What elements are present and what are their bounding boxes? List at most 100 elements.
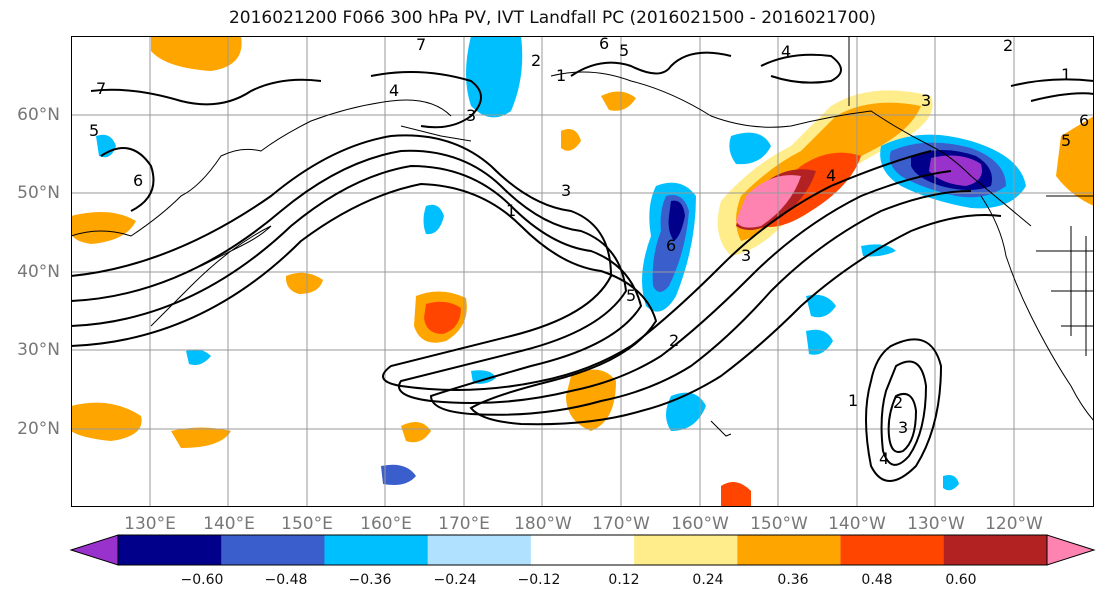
lon-label: 170°E bbox=[438, 514, 490, 534]
contour-label: 1 bbox=[848, 391, 858, 410]
contour-5 bbox=[90, 78, 322, 106]
lat-label: 30°N bbox=[17, 340, 60, 360]
colorbar-tick: −0.36 bbox=[348, 572, 392, 588]
shaded-anomalies bbox=[71, 36, 1094, 507]
colorbar-swatch bbox=[943, 535, 1048, 565]
contour-label: 6 bbox=[133, 171, 143, 190]
contour-label: 3 bbox=[741, 246, 751, 265]
contour-label: 1 bbox=[506, 201, 516, 220]
neg-anomaly-small4 bbox=[423, 204, 444, 235]
neg-anomaly-small3 bbox=[666, 392, 706, 431]
map-svg: 7 6 5 4 3 2 1 7 6 5 4 3 2 1 6 5 4 3 2 1 … bbox=[71, 36, 1094, 507]
contour-label: 2 bbox=[893, 393, 903, 412]
pos-anomaly-e bbox=[1056, 116, 1094, 206]
contour-label: 3 bbox=[466, 106, 476, 125]
colorbar-tick: 0.12 bbox=[608, 572, 640, 588]
contour-1 bbox=[71, 134, 932, 391]
pos-anomaly-pink bbox=[736, 175, 801, 228]
contour-7 bbox=[570, 51, 732, 77]
colorbar-swatch bbox=[530, 535, 635, 565]
pos-anomaly-small3 bbox=[561, 128, 581, 151]
neg-anomaly-small6 bbox=[381, 464, 416, 485]
colorbar-extend-right bbox=[1046, 534, 1096, 566]
pos-anomaly-west bbox=[71, 402, 142, 441]
colorbar-frame bbox=[117, 534, 1048, 566]
cutoff-low-mid bbox=[880, 360, 928, 466]
contour-8 bbox=[760, 53, 842, 84]
height-contours bbox=[71, 51, 1094, 482]
lon-label: 130°E bbox=[124, 514, 176, 534]
contour-label: 3 bbox=[898, 418, 908, 437]
colorbar-tick: 0.24 bbox=[692, 572, 724, 588]
lat-label: 40°N bbox=[17, 262, 60, 282]
us-states2 bbox=[1070, 226, 1087, 356]
contour-11 bbox=[100, 147, 155, 212]
contour-label: 5 bbox=[1061, 131, 1071, 150]
asia-coast bbox=[71, 99, 452, 237]
lon-label: 150°E bbox=[281, 514, 333, 534]
contour-label: 7 bbox=[416, 36, 426, 54]
colorbar-swatch bbox=[118, 535, 222, 565]
contour-label: 5 bbox=[626, 286, 636, 305]
pos-anomaly-small4 bbox=[171, 427, 231, 448]
colorbar-swatch bbox=[737, 535, 842, 565]
lon-label: 160°E bbox=[360, 514, 412, 534]
colorbar-tick: −0.60 bbox=[180, 572, 224, 588]
hawaii bbox=[710, 420, 732, 437]
colorbar-swatches bbox=[118, 535, 1048, 565]
colorbar-swatch bbox=[840, 535, 945, 565]
aleutian bbox=[400, 125, 472, 142]
lat-label: 20°N bbox=[17, 419, 60, 439]
colorbar-swatch bbox=[634, 535, 738, 565]
colorbar-swatch bbox=[221, 535, 325, 565]
contour-label: 6 bbox=[1079, 111, 1089, 130]
colorbar-tick: −0.48 bbox=[264, 572, 308, 588]
lon-label: 140°W bbox=[828, 514, 886, 534]
contour-4 bbox=[71, 182, 1002, 426]
contour-2 bbox=[71, 149, 952, 404]
pos-anomaly-small1 bbox=[285, 272, 323, 294]
pos-anomaly-small5 bbox=[721, 482, 751, 507]
cutoff-low-outer bbox=[865, 338, 943, 482]
neg-anomaly-small11 bbox=[471, 370, 496, 384]
contour-label: 2 bbox=[669, 331, 679, 350]
colorbar-tick: 0.60 bbox=[945, 572, 977, 588]
contour-label: 4 bbox=[781, 42, 791, 61]
map-title: 2016021200 F066 300 hPa PV, IVT Landfall… bbox=[228, 8, 876, 28]
contour-label: 7 bbox=[96, 79, 106, 98]
contour-label: 3 bbox=[561, 181, 571, 200]
neg-anomaly-small5 bbox=[186, 349, 211, 365]
contour-label: 2 bbox=[531, 51, 541, 70]
contour-label: 4 bbox=[879, 449, 889, 468]
neg-anomaly-ne-core bbox=[929, 155, 982, 186]
contour-label: 3 bbox=[921, 91, 931, 110]
contour-6 bbox=[370, 71, 482, 129]
pos-anomaly-subtropic bbox=[566, 369, 616, 431]
coastlines bbox=[71, 36, 1094, 437]
contour-label: 1 bbox=[556, 66, 566, 85]
cutoff-low-inner bbox=[887, 392, 918, 453]
contour-9 bbox=[1010, 78, 1094, 87]
neg-anomaly-small1 bbox=[729, 132, 771, 165]
contour-3 bbox=[71, 164, 972, 416]
map-panel[interactable]: 7 6 5 4 3 2 1 7 6 5 4 3 2 1 6 5 4 3 2 1 … bbox=[71, 36, 1094, 507]
contour-label: 4 bbox=[389, 81, 399, 100]
colorbar bbox=[69, 534, 1096, 566]
neg-anomaly-small9 bbox=[861, 244, 896, 257]
lon-label: 150°W bbox=[750, 514, 808, 534]
contour-label: 6 bbox=[599, 36, 609, 53]
contour-label: 6 bbox=[666, 236, 676, 255]
pos-anomaly-small6 bbox=[601, 91, 636, 111]
neg-anomaly-small2 bbox=[806, 294, 836, 318]
contour-label: 1 bbox=[1061, 65, 1071, 84]
lon-label: 120°W bbox=[985, 514, 1043, 534]
contour-label: 4 bbox=[826, 166, 836, 185]
contour-label: 2 bbox=[1003, 36, 1013, 55]
colorbar-tick: 0.48 bbox=[861, 572, 893, 588]
us-states1 bbox=[1036, 250, 1094, 327]
colorbar-swatch bbox=[427, 535, 532, 565]
contour-label-group: 7 6 5 4 3 2 1 7 6 5 4 3 2 1 6 5 4 3 2 1 … bbox=[89, 36, 1089, 468]
pos-anomaly-central-core bbox=[424, 301, 461, 334]
lat-label: 50°N bbox=[17, 183, 60, 203]
contour-10 bbox=[1030, 92, 1094, 102]
